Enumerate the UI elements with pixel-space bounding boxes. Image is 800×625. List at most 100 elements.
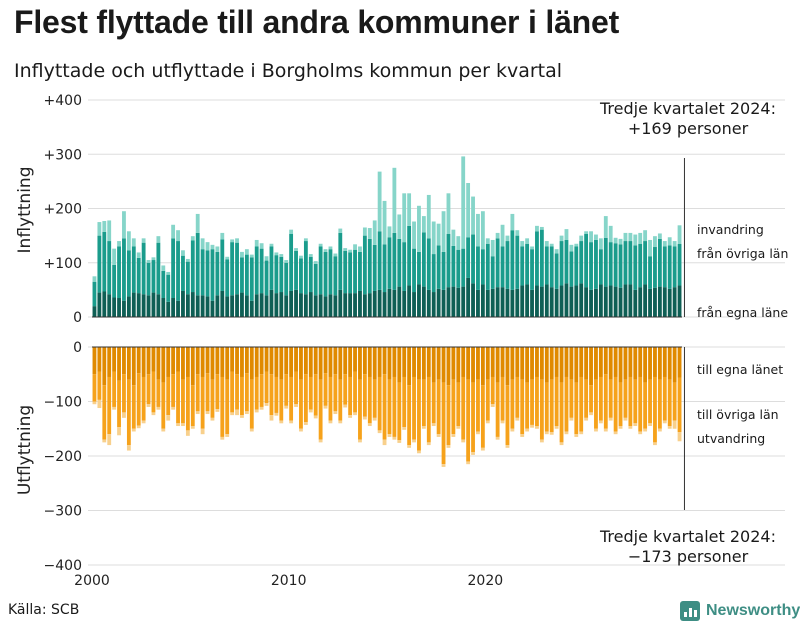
bar-segment bbox=[102, 231, 107, 292]
bar-chart-logo-icon bbox=[680, 601, 700, 621]
bar-segment bbox=[161, 382, 166, 429]
bar-segment bbox=[549, 287, 554, 317]
bar-segment bbox=[185, 294, 190, 317]
bar-segment bbox=[662, 287, 667, 317]
bar-segment bbox=[461, 439, 466, 443]
bar-segment bbox=[333, 253, 338, 257]
bar-segment bbox=[161, 347, 166, 383]
bar-segment bbox=[348, 415, 353, 418]
bar-segment bbox=[535, 426, 539, 429]
bar-segment bbox=[618, 382, 623, 427]
bar-segment bbox=[412, 292, 416, 317]
bar-segment bbox=[284, 295, 289, 317]
bar-segment bbox=[431, 382, 436, 424]
bar-segment bbox=[343, 374, 348, 405]
bar-segment bbox=[131, 238, 136, 247]
bar-segment bbox=[638, 376, 643, 432]
bar-segment bbox=[131, 385, 136, 429]
bar-segment bbox=[117, 380, 121, 428]
bar-segment bbox=[353, 249, 357, 294]
bar-segment bbox=[176, 230, 180, 242]
bar-segment bbox=[633, 245, 638, 290]
bar-segment bbox=[431, 254, 436, 293]
bottom-y-tick-label: −300 bbox=[44, 504, 82, 520]
bar-segment bbox=[667, 379, 672, 427]
bar-segment bbox=[254, 239, 259, 247]
bar-segment bbox=[107, 294, 112, 317]
bar-segment bbox=[589, 412, 593, 416]
bar-segment bbox=[215, 409, 220, 412]
bar-segment bbox=[643, 241, 648, 285]
bar-segment bbox=[426, 442, 431, 446]
bar-segment bbox=[377, 347, 382, 377]
bar-segment bbox=[653, 287, 657, 317]
bar-segment bbox=[613, 243, 618, 287]
bar-segment bbox=[372, 347, 377, 380]
source-note: Källa: SCB bbox=[8, 602, 80, 618]
bar-segment bbox=[392, 232, 397, 290]
bar-segment bbox=[274, 412, 279, 416]
bar-segment bbox=[476, 213, 480, 247]
bar-segment bbox=[485, 238, 490, 244]
bar-segment bbox=[603, 286, 608, 317]
bar-segment bbox=[667, 237, 672, 246]
bar-segment bbox=[628, 347, 633, 377]
bar-segment bbox=[594, 288, 598, 317]
bar-segment bbox=[421, 379, 426, 427]
bar-segment bbox=[166, 415, 171, 421]
bar-segment bbox=[417, 379, 421, 451]
bar-segment bbox=[515, 235, 520, 289]
bar-segment bbox=[343, 347, 348, 375]
bar-segment bbox=[259, 374, 264, 407]
bar-segment bbox=[313, 347, 318, 375]
bar-segment bbox=[220, 347, 225, 377]
bar-segment bbox=[657, 428, 662, 432]
bar-segment bbox=[338, 228, 343, 233]
bar-segment bbox=[185, 347, 190, 377]
bar-segment bbox=[294, 371, 298, 405]
bar-segment bbox=[584, 379, 589, 418]
bar-segment bbox=[653, 442, 657, 446]
bar-segment bbox=[146, 404, 151, 407]
bar-segment bbox=[225, 434, 230, 437]
bar-segment bbox=[264, 371, 269, 404]
bar-segment bbox=[598, 420, 603, 424]
bar-segment bbox=[348, 347, 353, 377]
bar-segment bbox=[520, 434, 525, 437]
bar-segment bbox=[554, 347, 559, 377]
bar-segment bbox=[446, 347, 451, 386]
bar-segment bbox=[535, 285, 539, 317]
bar-segment bbox=[284, 260, 289, 263]
bar-segment bbox=[559, 442, 564, 446]
bar-segment bbox=[564, 431, 569, 435]
bar-segment bbox=[333, 374, 338, 412]
bar-segment bbox=[225, 296, 230, 317]
bar-segment bbox=[382, 292, 387, 317]
bar-segment bbox=[92, 401, 97, 405]
bar-segment bbox=[358, 290, 362, 317]
bar-segment bbox=[407, 193, 412, 226]
top-y-tick-label: +200 bbox=[44, 202, 82, 218]
bar-segment bbox=[190, 292, 195, 317]
bar-segment bbox=[97, 371, 102, 400]
bar-segment bbox=[402, 347, 407, 377]
bar-segment bbox=[530, 249, 534, 290]
bar-segment bbox=[308, 292, 313, 317]
bar-segment bbox=[303, 422, 308, 425]
bar-segment bbox=[215, 246, 220, 252]
bar-segment bbox=[382, 200, 387, 245]
bar-segment bbox=[387, 226, 392, 238]
bar-segment bbox=[122, 347, 126, 375]
bar-segment bbox=[544, 246, 549, 285]
bar-segment bbox=[382, 439, 387, 446]
bar-segment bbox=[525, 238, 530, 244]
bar-segment bbox=[126, 296, 131, 317]
bar-segment bbox=[195, 411, 200, 415]
bar-segment bbox=[569, 286, 574, 317]
bar-segment bbox=[485, 243, 490, 290]
bar-segment bbox=[289, 229, 294, 234]
bar-segment bbox=[520, 246, 525, 286]
bar-segment bbox=[333, 295, 338, 317]
bar-segment bbox=[126, 250, 131, 297]
bar-segment bbox=[397, 382, 402, 441]
